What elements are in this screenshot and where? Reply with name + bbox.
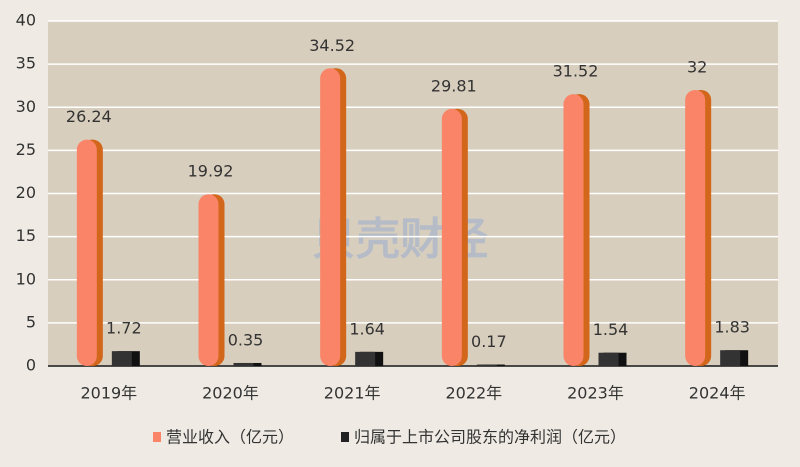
x-tick-label: 2022年 <box>445 384 502 403</box>
y-tick-label: 15 <box>16 226 36 245</box>
data-label: 34.52 <box>309 36 355 55</box>
y-tick-label: 10 <box>16 269 36 288</box>
data-label: 1.64 <box>349 319 385 338</box>
y-tick-label: 30 <box>16 97 36 116</box>
data-label: 31.52 <box>553 62 599 81</box>
legend-swatch <box>341 432 349 442</box>
bar <box>476 364 497 366</box>
x-tick-label: 2019年 <box>80 384 137 403</box>
data-label: 1.72 <box>106 319 142 338</box>
y-tick-label: 0 <box>26 356 36 375</box>
y-tick-label: 35 <box>16 54 36 73</box>
x-tick-label: 2023年 <box>567 384 624 403</box>
bar <box>233 362 254 366</box>
y-tick-label: 20 <box>16 183 36 202</box>
bar <box>685 90 706 366</box>
bar <box>441 108 462 367</box>
data-label: 26.24 <box>66 107 112 126</box>
bar <box>76 139 97 366</box>
y-tick-label: 25 <box>16 140 36 159</box>
x-tick-label: 2021年 <box>324 384 381 403</box>
bar <box>598 352 619 366</box>
bar <box>563 94 584 366</box>
bar <box>111 351 132 366</box>
data-label: 29.81 <box>431 76 477 95</box>
y-tick-label: 5 <box>26 312 36 331</box>
data-label: 32 <box>687 58 707 77</box>
x-tick-label: 2020年 <box>202 384 259 403</box>
x-tick-label: 2024年 <box>689 384 746 403</box>
bar <box>320 68 341 366</box>
data-label: 1.83 <box>714 318 750 337</box>
y-tick-label: 40 <box>16 11 36 30</box>
data-label: 19.92 <box>188 162 234 181</box>
legend-swatch <box>153 432 161 442</box>
data-label: 0.17 <box>471 332 507 351</box>
legend-label: 营业收入（亿元） <box>166 428 294 447</box>
data-label: 0.35 <box>228 330 264 349</box>
data-label: 1.54 <box>593 320 629 339</box>
bar <box>720 350 741 366</box>
legend-label: 归属于上市公司股东的净利润（亿元） <box>354 428 626 447</box>
bar <box>355 351 376 366</box>
bar <box>198 194 219 366</box>
